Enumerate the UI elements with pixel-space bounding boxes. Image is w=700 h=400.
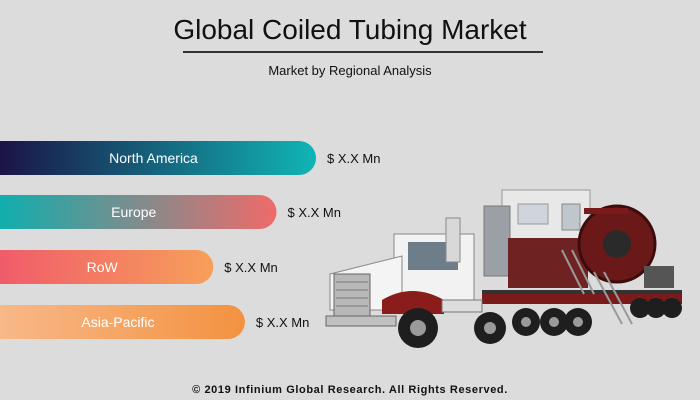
bar-asia-pacific [0,305,245,339]
title-underline [183,51,543,53]
page-title: Global Coiled Tubing Market [173,14,527,45]
bar-label-europe: Europe [111,204,156,220]
bar-label-north-america: North America [109,150,198,166]
bar-label-asia-pacific: Asia-Pacific [81,314,154,330]
value-label-north-america: $ X.X Mn [327,151,380,166]
coiled-tubing-truck-illustration [325,189,682,348]
footer-copyright: © 2019 Infinium Global Research. All Rig… [192,384,508,396]
value-label-europe: $ X.X Mn [288,205,341,220]
value-label-asia-pacific: $ X.X Mn [256,315,309,330]
bar-row [0,250,214,284]
bar-north-america [0,141,316,175]
bar-label-row: RoW [87,259,119,275]
bar-europe [0,195,277,229]
page-subtitle: Market by Regional Analysis [268,63,432,78]
value-label-row: $ X.X Mn [224,260,277,275]
